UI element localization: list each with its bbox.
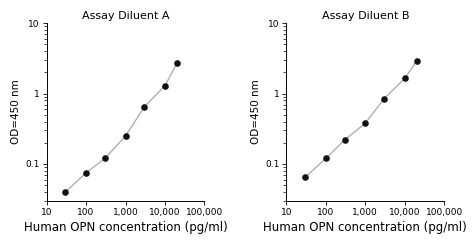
Title: Assay Diluent A: Assay Diluent A	[82, 11, 169, 21]
X-axis label: Human OPN concentration (pg/ml): Human OPN concentration (pg/ml)	[24, 221, 228, 234]
Point	[362, 121, 369, 125]
Y-axis label: OD=450 nm: OD=450 nm	[251, 80, 261, 144]
Point	[161, 84, 169, 87]
Point	[141, 105, 148, 109]
Point	[173, 61, 181, 65]
Title: Assay Diluent B: Assay Diluent B	[321, 11, 409, 21]
Y-axis label: OD=450 nm: OD=450 nm	[11, 80, 21, 144]
Point	[101, 157, 109, 160]
Point	[401, 76, 409, 80]
Point	[301, 175, 309, 179]
Point	[82, 171, 90, 175]
Point	[413, 59, 420, 63]
Point	[62, 190, 69, 194]
Point	[341, 138, 348, 142]
X-axis label: Human OPN concentration (pg/ml): Human OPN concentration (pg/ml)	[264, 221, 467, 234]
Point	[380, 97, 388, 100]
Point	[322, 157, 329, 160]
Point	[122, 134, 129, 138]
